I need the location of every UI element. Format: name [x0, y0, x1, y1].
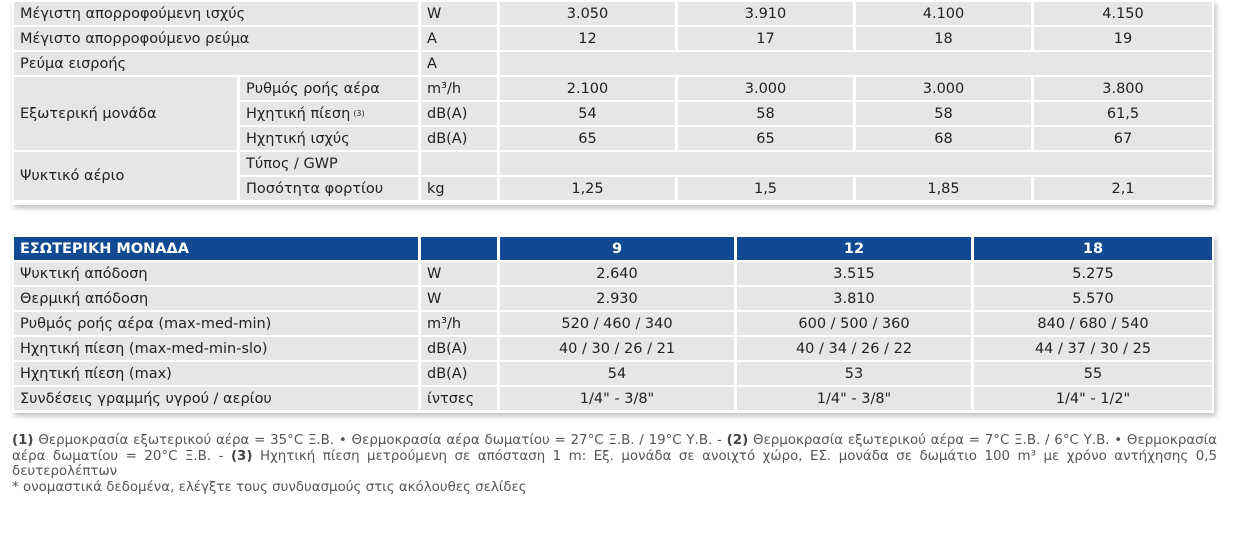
value-cell: 61,5: [1034, 102, 1212, 125]
notes-text: (1) Θερμοκρασία εξωτερικού αέρα = 35°C Ξ…: [12, 433, 1217, 480]
value-cell: [500, 52, 1212, 75]
value-cell: 19: [1034, 27, 1212, 50]
row-label: Ρυθμός ροής αέρα (max-med-min): [14, 312, 418, 335]
unit-cell: A: [421, 52, 497, 75]
value-cell: 5.570: [974, 287, 1212, 310]
note-marker: (3): [353, 109, 365, 118]
footnote: * ονομαστικά δεδομένα, ελέγξτε τους συνδ…: [12, 479, 527, 495]
value-cell: [500, 152, 1212, 175]
value-cell: 520 / 460 / 340: [500, 312, 734, 335]
note-text: Ηχητική πίεση μετρούμενη σε απόσταση 1 m…: [12, 448, 1217, 480]
row-label: Ηχητική πίεση (max-med-min-slo): [14, 337, 418, 360]
unit-cell: W: [421, 2, 497, 25]
indoor-table: ΕΣΩΤΕΡΙΚΗ ΜΟΝΑΔΑ 9 12 18 Ψυκτική απόδοση W 2.6…: [12, 235, 1214, 413]
value-cell: 3.810: [737, 287, 971, 310]
value-cell: 65: [500, 127, 675, 150]
note-text: Θερμοκρασία εξωτερικού αέρα = 7°C Ξ.Β. /…: [12, 433, 1217, 464]
group-label: Ψυκτικό αέριο: [14, 152, 237, 200]
row-label: Θερμική απόδοση: [14, 287, 418, 310]
row-label: Μέγιστη απορροφούμενη ισχύς: [14, 2, 418, 25]
value-cell: 5.275: [974, 262, 1212, 285]
column-header: 18: [974, 237, 1212, 260]
note-marker: (2): [726, 433, 749, 448]
value-cell: 3.000: [678, 77, 853, 100]
note-marker: (1): [12, 433, 34, 448]
value-cell: 3.800: [1034, 77, 1212, 100]
unit-cell: dB(A): [421, 362, 497, 385]
value-cell: 40 / 34 / 26 / 22: [737, 337, 971, 360]
value-cell: 1/4" - 3/8": [737, 387, 971, 410]
unit-cell: dB(A): [421, 337, 497, 360]
header-cell: [421, 237, 497, 260]
unit-cell: W: [421, 287, 497, 310]
column-header: 9: [500, 237, 734, 260]
value-cell: 68: [856, 127, 1031, 150]
row-label: Ρεύμα εισροής: [14, 52, 418, 75]
row-label: Συνδέσεις γραμμής υγρού / αερίου: [14, 387, 418, 410]
value-cell: 3.515: [737, 262, 971, 285]
row-label: Ηχητική ισχύς: [240, 127, 418, 150]
unit-cell: kg: [421, 177, 497, 200]
value-cell: 1/4" - 1/2": [974, 387, 1212, 410]
outdoor-table: Μέγιστη απορροφούμενη ισχύς W 3.050 3.910 4.…: [12, 0, 1214, 205]
row-label: Μέγιστο απορροφούμενο ρεύμα: [14, 27, 418, 50]
row-label: Ρυθμός ροής αέρα: [240, 77, 418, 100]
value-cell: 54: [500, 102, 675, 125]
row-label: Ηχητική πίεση (max): [14, 362, 418, 385]
value-cell: 58: [856, 102, 1031, 125]
unit-cell: A: [421, 27, 497, 50]
value-cell: 55: [974, 362, 1212, 385]
value-cell: 54: [500, 362, 734, 385]
row-label: Ποσότητα φορτίου: [240, 177, 418, 200]
value-cell: 17: [678, 27, 853, 50]
value-cell: 18: [856, 27, 1031, 50]
table-title: ΕΣΩΤΕΡΙΚΗ ΜΟΝΑΔΑ: [14, 237, 418, 260]
value-cell: 1,85: [856, 177, 1031, 200]
value-cell: 2.640: [500, 262, 734, 285]
value-cell: 53: [737, 362, 971, 385]
group-label: Εξωτερική μονάδα: [14, 77, 237, 150]
row-label: Ψυκτική απόδοση: [14, 262, 418, 285]
unit-cell: m³/h: [421, 312, 497, 335]
value-cell: 58: [678, 102, 853, 125]
value-cell: 44 / 37 / 30 / 25: [974, 337, 1212, 360]
value-cell: 840 / 680 / 540: [974, 312, 1212, 335]
unit-cell: [421, 152, 497, 175]
value-cell: 1,5: [678, 177, 853, 200]
value-cell: 3.000: [856, 77, 1031, 100]
value-cell: 1/4" - 3/8": [500, 387, 734, 410]
value-cell: 3.910: [678, 2, 853, 25]
value-cell: 65: [678, 127, 853, 150]
unit-cell: m³/h: [421, 77, 497, 100]
unit-cell: dB(A): [421, 102, 497, 125]
value-cell: 2,1: [1034, 177, 1212, 200]
note-marker: (3): [230, 448, 253, 464]
unit-cell: W: [421, 262, 497, 285]
value-cell: 4.150: [1034, 2, 1212, 25]
unit-cell: dB(A): [421, 127, 497, 150]
value-cell: 2.100: [500, 77, 675, 100]
column-header: 12: [737, 237, 971, 260]
row-label: Ηχητική πίεση (3): [240, 102, 418, 125]
unit-cell: ίντσες: [421, 387, 497, 410]
value-cell: 600 / 500 / 360: [737, 312, 971, 335]
value-cell: 3.050: [500, 2, 675, 25]
value-cell: 12: [500, 27, 675, 50]
note-text: Θερμοκρασία εξωτερικού αέρα = 35°C Ξ.Β. …: [38, 433, 722, 448]
value-cell: 1,25: [500, 177, 675, 200]
value-cell: 67: [1034, 127, 1212, 150]
value-cell: 40 / 30 / 26 / 21: [500, 337, 734, 360]
notes: (1) Θερμοκρασία εξωτερικού αέρα = 35°C Ξ…: [12, 433, 1217, 495]
value-cell: 2.930: [500, 287, 734, 310]
value-cell: 4.100: [856, 2, 1031, 25]
row-label: Τύπος / GWP: [240, 152, 418, 175]
